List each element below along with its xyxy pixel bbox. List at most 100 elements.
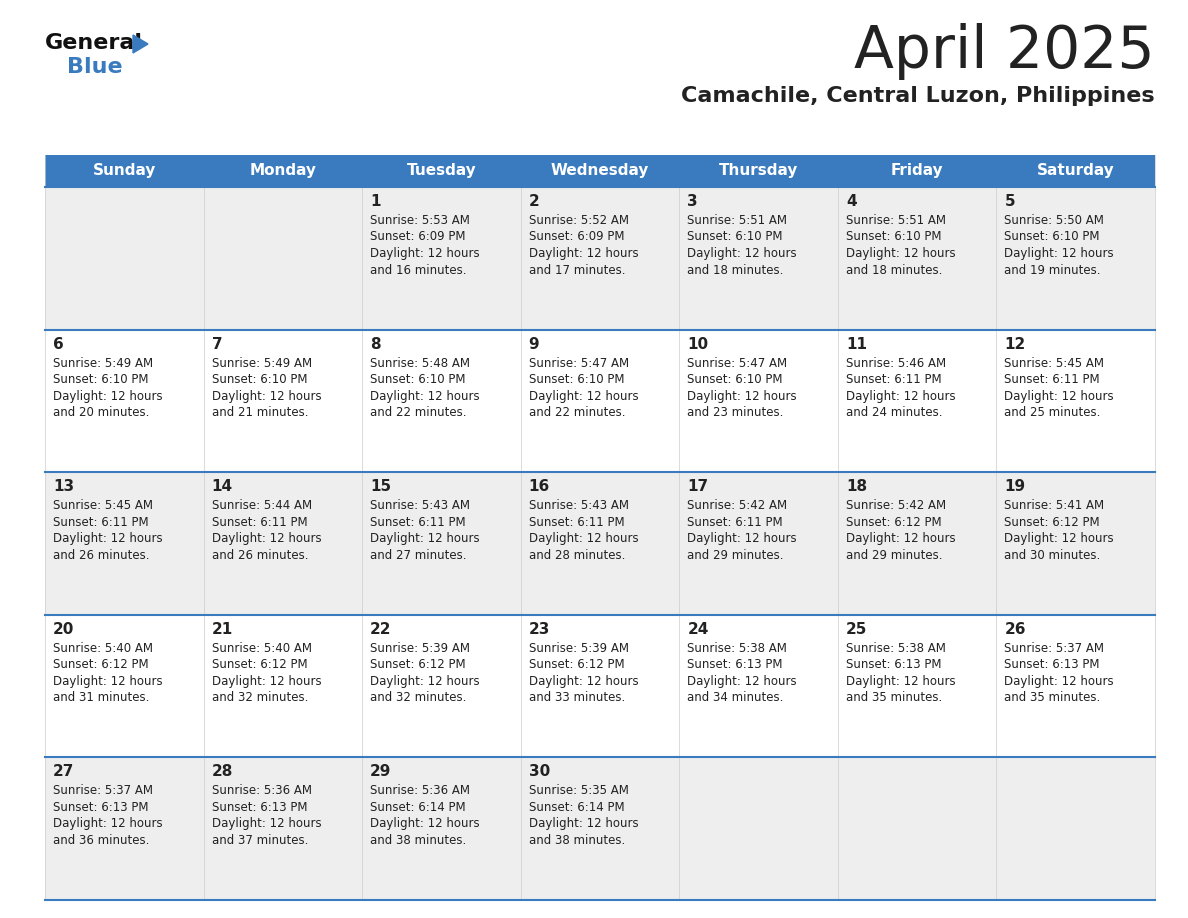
Text: and 32 minutes.: and 32 minutes.: [211, 691, 308, 704]
Text: 21: 21: [211, 621, 233, 637]
Text: Sunset: 6:11 PM: Sunset: 6:11 PM: [371, 516, 466, 529]
Text: 6: 6: [53, 337, 64, 352]
Bar: [520, 330, 680, 472]
Text: 29: 29: [371, 765, 392, 779]
Bar: [362, 472, 520, 615]
Text: 30: 30: [529, 765, 550, 779]
Bar: [997, 472, 1155, 615]
Bar: [520, 155, 680, 187]
Text: and 26 minutes.: and 26 minutes.: [211, 549, 308, 562]
Text: Monday: Monday: [249, 163, 316, 178]
Text: General: General: [45, 33, 143, 53]
Text: Daylight: 12 hours: Daylight: 12 hours: [1004, 389, 1114, 403]
Text: and 22 minutes.: and 22 minutes.: [529, 406, 625, 420]
Text: 22: 22: [371, 621, 392, 637]
Text: 16: 16: [529, 479, 550, 494]
Text: Daylight: 12 hours: Daylight: 12 hours: [53, 532, 163, 545]
Text: Sunset: 6:13 PM: Sunset: 6:13 PM: [688, 658, 783, 671]
Text: 3: 3: [688, 194, 697, 209]
Text: and 21 minutes.: and 21 minutes.: [211, 406, 308, 420]
Bar: [45, 330, 203, 472]
Text: Sunset: 6:09 PM: Sunset: 6:09 PM: [371, 230, 466, 243]
Bar: [45, 187, 203, 330]
Text: Sunset: 6:13 PM: Sunset: 6:13 PM: [1004, 658, 1100, 671]
Text: Sunset: 6:10 PM: Sunset: 6:10 PM: [53, 373, 148, 386]
Text: Daylight: 12 hours: Daylight: 12 hours: [211, 532, 321, 545]
Text: Saturday: Saturday: [1037, 163, 1114, 178]
Bar: [362, 187, 520, 330]
Text: Sunrise: 5:38 AM: Sunrise: 5:38 AM: [688, 642, 788, 655]
Text: and 26 minutes.: and 26 minutes.: [53, 549, 150, 562]
Text: and 27 minutes.: and 27 minutes.: [371, 549, 467, 562]
Text: 20: 20: [53, 621, 75, 637]
Bar: [680, 757, 838, 900]
Text: Daylight: 12 hours: Daylight: 12 hours: [53, 817, 163, 831]
Text: Sunset: 6:09 PM: Sunset: 6:09 PM: [529, 230, 624, 243]
Text: Daylight: 12 hours: Daylight: 12 hours: [371, 532, 480, 545]
Text: 17: 17: [688, 479, 708, 494]
Text: Sunrise: 5:53 AM: Sunrise: 5:53 AM: [371, 214, 470, 227]
Bar: [362, 757, 520, 900]
Text: and 18 minutes.: and 18 minutes.: [688, 263, 784, 276]
Text: Sunrise: 5:37 AM: Sunrise: 5:37 AM: [1004, 642, 1105, 655]
Bar: [680, 187, 838, 330]
Text: Sunrise: 5:51 AM: Sunrise: 5:51 AM: [688, 214, 788, 227]
Text: Camachile, Central Luzon, Philippines: Camachile, Central Luzon, Philippines: [682, 86, 1155, 106]
Text: Sunset: 6:11 PM: Sunset: 6:11 PM: [211, 516, 308, 529]
Text: 28: 28: [211, 765, 233, 779]
Text: Sunset: 6:10 PM: Sunset: 6:10 PM: [1004, 230, 1100, 243]
Text: Daylight: 12 hours: Daylight: 12 hours: [1004, 247, 1114, 260]
Text: 12: 12: [1004, 337, 1025, 352]
Text: and 35 minutes.: and 35 minutes.: [846, 691, 942, 704]
Text: and 34 minutes.: and 34 minutes.: [688, 691, 784, 704]
Text: 25: 25: [846, 621, 867, 637]
Text: Sunrise: 5:45 AM: Sunrise: 5:45 AM: [1004, 356, 1105, 370]
Text: Sunrise: 5:46 AM: Sunrise: 5:46 AM: [846, 356, 946, 370]
Bar: [680, 615, 838, 757]
Text: and 24 minutes.: and 24 minutes.: [846, 406, 942, 420]
Text: and 30 minutes.: and 30 minutes.: [1004, 549, 1100, 562]
Text: and 33 minutes.: and 33 minutes.: [529, 691, 625, 704]
Text: Sunrise: 5:42 AM: Sunrise: 5:42 AM: [846, 499, 946, 512]
Bar: [838, 757, 997, 900]
Text: Sunset: 6:12 PM: Sunset: 6:12 PM: [529, 658, 625, 671]
Text: Sunset: 6:12 PM: Sunset: 6:12 PM: [53, 658, 148, 671]
Text: Sunrise: 5:45 AM: Sunrise: 5:45 AM: [53, 499, 153, 512]
Text: Sunset: 6:11 PM: Sunset: 6:11 PM: [688, 516, 783, 529]
Bar: [45, 615, 203, 757]
Text: Sunset: 6:14 PM: Sunset: 6:14 PM: [529, 800, 625, 814]
Text: Daylight: 12 hours: Daylight: 12 hours: [53, 389, 163, 403]
Text: Sunrise: 5:43 AM: Sunrise: 5:43 AM: [371, 499, 470, 512]
Text: 26: 26: [1004, 621, 1026, 637]
Text: Daylight: 12 hours: Daylight: 12 hours: [846, 532, 955, 545]
Text: Sunset: 6:10 PM: Sunset: 6:10 PM: [211, 373, 307, 386]
Text: Daylight: 12 hours: Daylight: 12 hours: [211, 817, 321, 831]
Text: Sunset: 6:14 PM: Sunset: 6:14 PM: [371, 800, 466, 814]
Text: Sunrise: 5:39 AM: Sunrise: 5:39 AM: [529, 642, 628, 655]
Text: and 22 minutes.: and 22 minutes.: [371, 406, 467, 420]
Text: Sunset: 6:11 PM: Sunset: 6:11 PM: [846, 373, 941, 386]
Text: Sunday: Sunday: [93, 163, 156, 178]
Text: Sunset: 6:13 PM: Sunset: 6:13 PM: [846, 658, 941, 671]
Text: Daylight: 12 hours: Daylight: 12 hours: [688, 675, 797, 688]
Text: Daylight: 12 hours: Daylight: 12 hours: [211, 389, 321, 403]
Text: Sunset: 6:12 PM: Sunset: 6:12 PM: [1004, 516, 1100, 529]
Text: Sunset: 6:10 PM: Sunset: 6:10 PM: [371, 373, 466, 386]
Text: Friday: Friday: [891, 163, 943, 178]
Text: Daylight: 12 hours: Daylight: 12 hours: [529, 247, 638, 260]
Bar: [45, 757, 203, 900]
Bar: [838, 155, 997, 187]
Bar: [362, 615, 520, 757]
Text: Sunrise: 5:41 AM: Sunrise: 5:41 AM: [1004, 499, 1105, 512]
Bar: [997, 155, 1155, 187]
Text: Sunset: 6:10 PM: Sunset: 6:10 PM: [846, 230, 941, 243]
Bar: [838, 472, 997, 615]
Bar: [997, 615, 1155, 757]
Text: Sunrise: 5:48 AM: Sunrise: 5:48 AM: [371, 356, 470, 370]
Text: Sunrise: 5:49 AM: Sunrise: 5:49 AM: [211, 356, 311, 370]
Text: Sunset: 6:11 PM: Sunset: 6:11 PM: [1004, 373, 1100, 386]
Text: 24: 24: [688, 621, 709, 637]
Text: Sunset: 6:10 PM: Sunset: 6:10 PM: [529, 373, 624, 386]
Text: 9: 9: [529, 337, 539, 352]
Text: Daylight: 12 hours: Daylight: 12 hours: [688, 389, 797, 403]
